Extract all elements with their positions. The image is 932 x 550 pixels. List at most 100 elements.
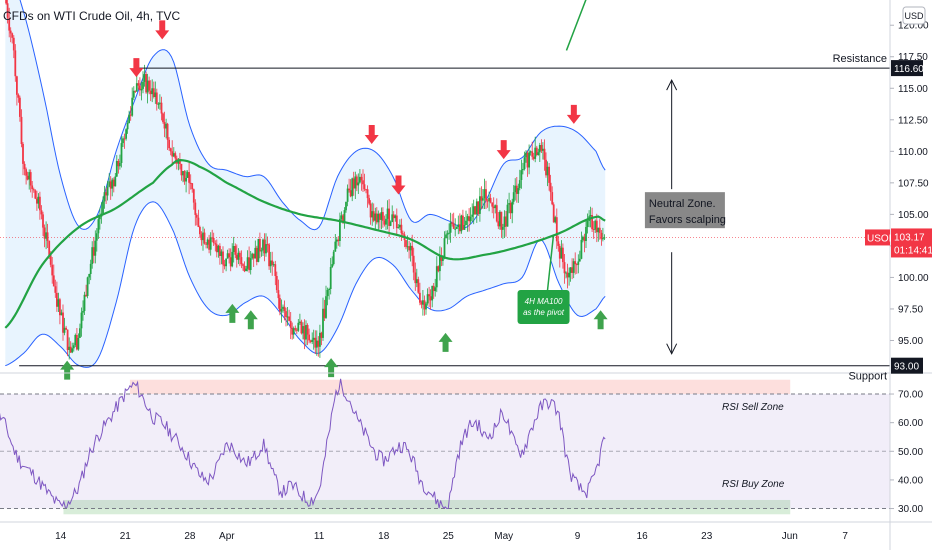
candle-body <box>295 329 298 331</box>
candle-body <box>528 152 530 168</box>
candle-body <box>309 340 312 342</box>
time-tick-label: 14 <box>55 531 67 542</box>
candle-body <box>88 274 91 278</box>
candle-body <box>211 237 214 239</box>
candle-body <box>188 172 190 183</box>
candle-body <box>408 246 410 251</box>
buy-arrow-icon <box>243 310 258 330</box>
candle-body <box>417 279 420 293</box>
candle-body <box>454 228 457 230</box>
candle-body <box>485 189 487 201</box>
candle-body <box>243 265 246 272</box>
candle-body <box>334 241 337 252</box>
candle-body <box>411 245 414 256</box>
candle-body <box>215 244 218 253</box>
candle-body <box>162 113 164 123</box>
candle-body <box>459 224 461 232</box>
candle-body <box>428 294 430 297</box>
candle-body <box>268 244 270 267</box>
candle-body <box>182 171 184 176</box>
buy-arrow-icon <box>324 358 339 378</box>
candle-body <box>82 311 84 313</box>
candle-body <box>254 247 257 259</box>
candle-body <box>363 184 366 190</box>
candle-body <box>20 116 23 144</box>
candle-body <box>555 217 558 242</box>
candle-body <box>52 275 55 287</box>
resistance-price-label: 116.60 <box>894 64 924 75</box>
candle-body <box>532 156 535 159</box>
candle-body <box>142 82 144 89</box>
candle-body <box>5 0 7 4</box>
candle-body <box>337 239 340 241</box>
candle-body <box>369 203 372 218</box>
currency-badge[interactable] <box>902 6 926 25</box>
candle-body <box>526 152 529 168</box>
candle-body <box>594 220 597 230</box>
candle-body <box>102 201 104 214</box>
candle-body <box>354 176 357 189</box>
candle-body <box>449 222 452 233</box>
candle-body <box>465 220 467 225</box>
candle-body <box>575 264 578 266</box>
candle-body <box>139 85 141 91</box>
rsi-tick-label: 40.00 <box>898 475 923 486</box>
candle-body <box>232 246 235 252</box>
candle-body <box>283 306 286 312</box>
candle-body <box>123 138 126 140</box>
candle-body <box>239 252 241 258</box>
candle-body <box>322 308 324 338</box>
candle-body <box>577 261 580 265</box>
bollinger-lower-line <box>5 201 606 368</box>
candle-body <box>445 234 447 239</box>
candle-body <box>79 328 81 338</box>
candle-body <box>60 312 63 316</box>
candle-body <box>423 300 426 310</box>
candle-body <box>546 166 549 176</box>
candle-body <box>502 227 504 230</box>
candle-body <box>223 264 226 267</box>
sell-arrow-icon <box>129 58 144 78</box>
candle-body <box>471 214 474 217</box>
candle-body <box>222 251 224 265</box>
rsi-sell-zone <box>129 379 791 395</box>
candle-body <box>29 172 32 186</box>
candle-body <box>543 148 546 160</box>
candle-body <box>12 37 15 51</box>
price-tick-label: 95.00 <box>898 336 923 347</box>
candle-body <box>522 169 524 171</box>
candle-body <box>385 218 387 225</box>
candle-body <box>166 123 169 140</box>
candle-body <box>489 197 492 203</box>
candle-body <box>288 316 290 321</box>
candle-body <box>580 239 583 259</box>
candle-body <box>86 277 89 296</box>
time-tick-label: 21 <box>120 531 132 542</box>
candle-body <box>360 176 363 181</box>
rsi-tick-label: 50.00 <box>898 447 923 458</box>
candle-body <box>520 170 523 180</box>
candle-body <box>452 223 455 229</box>
candle-body <box>277 290 280 299</box>
candle-body <box>565 272 567 274</box>
candle-body <box>432 285 435 291</box>
candle-body <box>571 267 573 273</box>
candle-body <box>515 185 518 194</box>
candle-body <box>206 239 209 245</box>
candle-body <box>425 303 427 310</box>
candle-body <box>89 263 92 274</box>
candle-body <box>72 345 75 349</box>
candle-body <box>286 316 289 318</box>
candle-body <box>314 337 317 348</box>
candle-body <box>279 298 281 312</box>
candle-body <box>446 233 449 235</box>
candle-body <box>131 97 134 116</box>
candle-body <box>589 215 592 217</box>
candle-body <box>435 266 438 288</box>
candle-body <box>260 250 263 252</box>
candle-body <box>323 308 326 318</box>
candle-body <box>443 238 446 258</box>
candle-body <box>262 239 264 251</box>
candle-body <box>31 185 34 190</box>
last-price-value: 103.17 <box>894 232 925 243</box>
